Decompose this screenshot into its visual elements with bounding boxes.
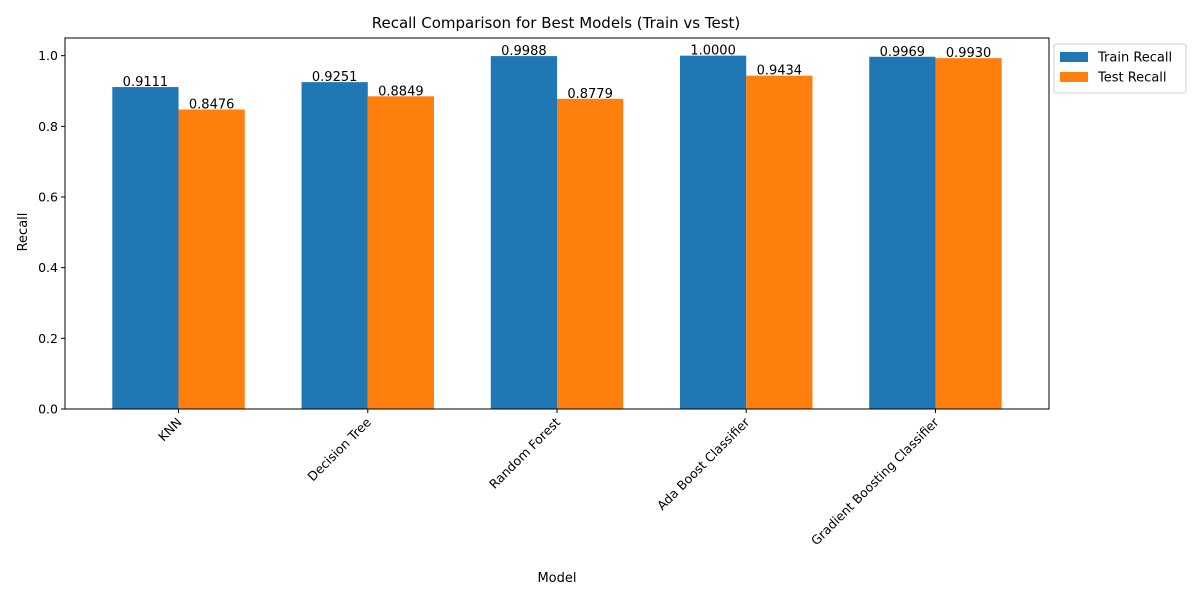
x-tick-label: KNN: [155, 415, 185, 445]
bar-test-1: [367, 96, 434, 410]
data-label-test-1: 0.8849: [378, 84, 424, 99]
y-tick-label: 0.2: [38, 331, 58, 346]
x-tick-label: Decision Tree: [304, 414, 374, 484]
data-label-train-2: 0.9988: [501, 44, 547, 59]
chart-title: Recall Comparison for Best Models (Train…: [372, 14, 741, 32]
data-label-test-3: 0.9434: [757, 64, 803, 79]
y-tick-label: 1.0: [38, 48, 58, 63]
y-tick-label: 0.8: [38, 119, 58, 134]
data-label-test-0: 0.8476: [189, 98, 235, 113]
y-tick-label: 0.4: [38, 260, 58, 275]
bar-train-1: [301, 82, 368, 409]
legend: Train Recall Test Recall: [1053, 43, 1187, 94]
y-axis: 0.0 0.2 0.4 0.6 0.8 1.0: [38, 48, 65, 417]
x-axis-label: Model: [537, 571, 576, 586]
x-tick-label: Ada Boost Classifier: [654, 414, 753, 513]
bar-test-0: [178, 109, 245, 410]
data-label-test-2: 0.8779: [567, 87, 613, 102]
data-label-train-1: 0.9251: [312, 70, 358, 85]
bars-layer: [112, 55, 1002, 410]
bar-test-3: [746, 75, 813, 409]
bar-test-2: [557, 98, 624, 410]
bar-train-0: [112, 87, 179, 409]
legend-swatch-test: [1060, 72, 1088, 82]
x-tick-label: Random Forest: [486, 414, 563, 491]
y-axis-label: Recall: [16, 213, 31, 252]
data-labels-layer: 0.9111 0.9251 0.9988 1.0000 0.9969 0.8476 0.88…: [123, 44, 992, 113]
bar-test-4: [935, 58, 1002, 409]
data-label-test-4: 0.9930: [946, 46, 992, 61]
y-tick-label: 0.0: [38, 402, 58, 417]
bar-train-2: [490, 56, 557, 409]
data-label-train-0: 0.9111: [123, 75, 169, 90]
legend-swatch-train: [1060, 52, 1088, 62]
data-label-train-3: 1.0000: [690, 44, 736, 59]
y-tick-label: 0.6: [38, 190, 58, 205]
bar-train-3: [680, 55, 747, 410]
x-axis: KNN Decision Tree Random Forest Ada Boost C…: [155, 409, 942, 548]
bar-train-4: [869, 56, 936, 410]
x-tick-label: Gradient Boosting Classifier: [808, 414, 942, 548]
legend-label-test: Test Recall: [1097, 71, 1167, 86]
data-label-train-4: 0.9969: [880, 45, 926, 60]
legend-label-train: Train Recall: [1097, 51, 1172, 66]
